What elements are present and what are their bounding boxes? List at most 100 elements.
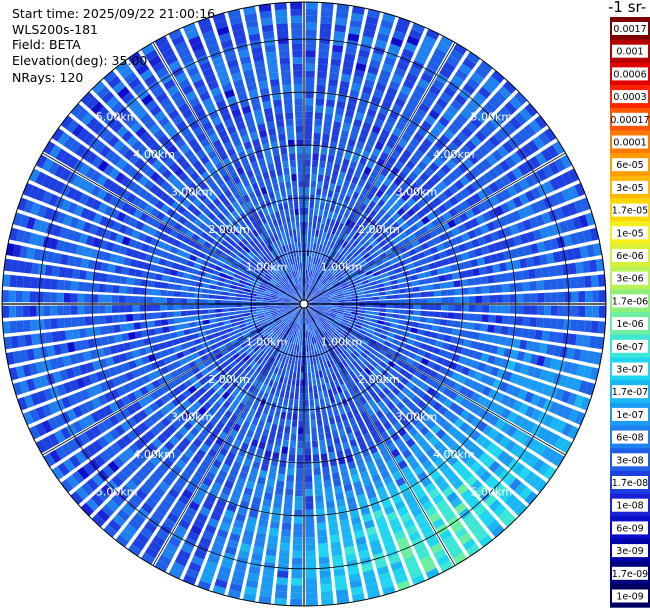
range-gate-cell: [268, 379, 274, 388]
range-gate-cell: [10, 259, 19, 273]
range-gate-cell: [504, 121, 517, 135]
range-gate-cell: [276, 305, 284, 307]
range-gate-cell: [567, 425, 580, 440]
range-gate-cell: [309, 308, 316, 313]
range-gate-cell: [341, 319, 349, 324]
range-gate-cell: [325, 272, 332, 279]
range-gate-cell: [311, 315, 316, 322]
range-gate-cell: [329, 366, 335, 375]
range-gate-cell: [475, 305, 483, 313]
range-gate-cell: [140, 131, 152, 143]
range-gate-cell: [338, 369, 345, 378]
range-gate-cell: [298, 324, 301, 332]
range-gate-cell: [244, 285, 252, 290]
range-gate-cell: [115, 198, 126, 210]
range-gate-cell: [454, 204, 464, 214]
range-gate-cell: [360, 471, 370, 480]
range-gate-cell: [154, 110, 166, 122]
range-gate-cell: [237, 197, 245, 206]
range-gate-cell: [348, 268, 356, 274]
range-gate-cell: [262, 302, 270, 304]
range-gate-cell: [432, 196, 443, 207]
range-gate-cell: [402, 349, 411, 357]
range-gate-cell: [105, 294, 112, 303]
range-gate-cell: [513, 362, 523, 373]
range-gate-cell: [96, 106, 109, 120]
range-gate-cell: [28, 425, 41, 440]
range-gate-cell: [60, 411, 71, 425]
range-gate-cell: [206, 236, 215, 244]
range-gate-cell: [491, 446, 503, 459]
range-gate-cell: [33, 347, 42, 360]
range-gate-cell: [368, 398, 376, 408]
range-gate-cell: [299, 310, 303, 318]
range-gate-cell: [187, 193, 197, 203]
range-gate-cell: [55, 356, 65, 369]
range-gate-cell: [396, 17, 411, 28]
range-gate-cell: [177, 216, 187, 225]
range-gate-cell: [428, 109, 440, 120]
range-gate-cell: [131, 349, 141, 359]
range-gate-cell: [348, 26, 361, 36]
range-gate-cell: [182, 323, 190, 329]
range-gate-cell: [254, 188, 262, 198]
range-gate-cell: [305, 496, 314, 503]
range-gate-cell: [497, 145, 509, 158]
range-gate-cell: [212, 360, 221, 368]
range-gate-cell: [304, 413, 310, 421]
range-gate-cell: [432, 318, 441, 325]
range-gate-cell: [561, 332, 570, 345]
range-gate-cell: [502, 141, 515, 154]
range-gate-cell: [308, 379, 313, 387]
range-gate-cell: [240, 341, 249, 348]
range-gate-cell: [184, 132, 195, 143]
range-gate-cell: [488, 181, 500, 193]
range-gate-cell: [580, 396, 591, 411]
range-gate-cell: [275, 487, 284, 495]
range-gate-cell: [506, 185, 518, 197]
range-gate-cell: [312, 447, 319, 455]
range-gate-cell: [186, 260, 195, 268]
range-gate-cell: [432, 493, 444, 505]
range-gate-cell: [126, 277, 135, 285]
range-gate-cell: [266, 415, 274, 424]
range-gate-cell: [552, 251, 562, 263]
range-gate-cell: [134, 438, 145, 450]
range-gate-cell: [308, 284, 312, 292]
range-gate-cell: [543, 180, 555, 194]
range-gate-cell: [400, 377, 409, 386]
range-gate-cell: [351, 393, 359, 402]
range-gate-cell: [456, 483, 469, 496]
range-gate-cell: [127, 166, 138, 178]
range-gate-cell: [415, 421, 425, 431]
range-gate-cell: [443, 468, 455, 480]
range-gate-cell: [393, 267, 402, 274]
range-gate-cell: [592, 305, 600, 318]
range-gate-cell: [322, 339, 328, 347]
range-gate-cell: [226, 377, 235, 386]
range-gate-cell: [134, 158, 145, 170]
range-gate-cell: [298, 427, 304, 435]
range-gate-cell: [262, 345, 270, 352]
range-gate-cell: [209, 182, 219, 192]
range-gate-cell: [458, 532, 472, 545]
range-gate-cell: [248, 223, 255, 232]
range-gate-cell: [292, 413, 298, 421]
range-gate-cell: [317, 71, 327, 79]
range-gate-cell: [523, 470, 537, 484]
range-gate-cell: [295, 284, 299, 292]
range-gate-cell: [366, 490, 377, 500]
range-gate-cell: [349, 160, 358, 170]
range-gate-cell: [355, 141, 365, 150]
range-gate-cell: [60, 254, 69, 265]
range-gate-cell: [526, 365, 536, 377]
range-gate-cell: [481, 386, 492, 397]
range-gate-cell: [372, 308, 380, 312]
range-gate-cell: [327, 285, 334, 291]
range-gate-cell: [271, 373, 277, 381]
range-gate-cell: [320, 288, 327, 293]
range-gate-cell: [460, 144, 472, 156]
range-gate-cell: [438, 116, 450, 128]
range-gate-cell: [415, 108, 427, 120]
range-gate-cell: [118, 245, 128, 255]
